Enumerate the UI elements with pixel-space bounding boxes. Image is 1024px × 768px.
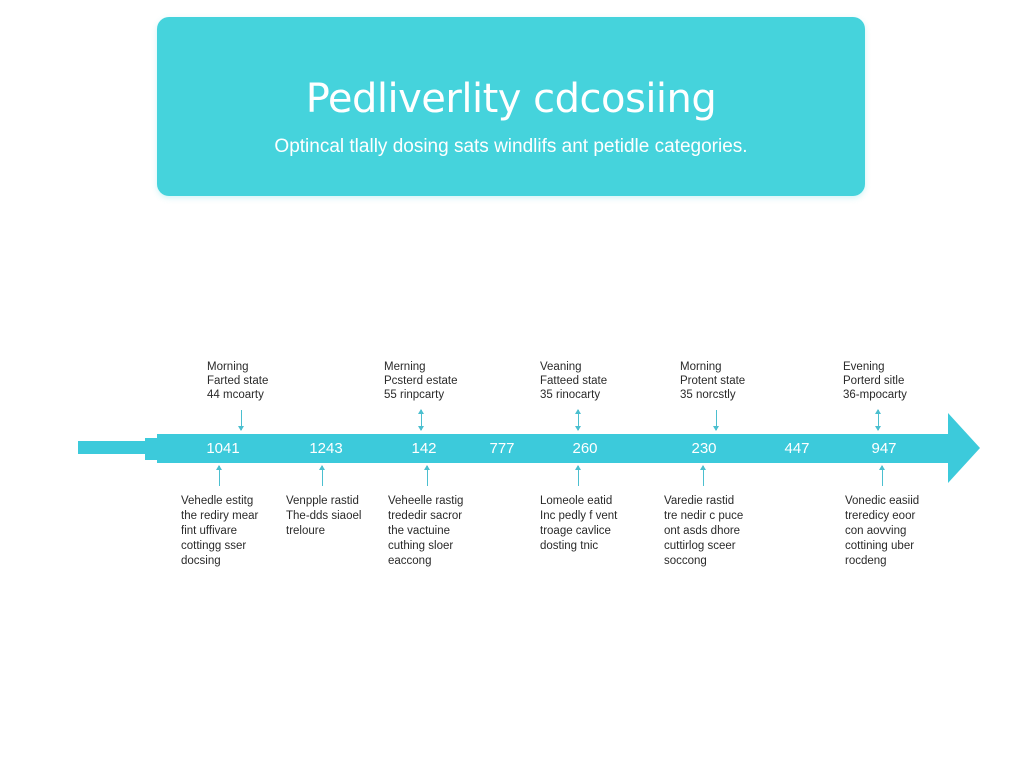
timeline-value: 777: [489, 440, 515, 457]
bottom-label-line: troage cavlice: [540, 525, 611, 537]
bottom-label-line: cottingg sser: [181, 540, 247, 552]
top-label-line: Protent state: [680, 375, 746, 387]
bottom-label-line: treloure: [286, 525, 325, 537]
top-label-line: Merning: [384, 361, 426, 373]
timeline-step: [145, 438, 159, 460]
bottom-label: Varedie rastid tre nedir c puce ont asds…: [664, 494, 743, 569]
top-label-line: 44 mcoarty: [207, 389, 264, 401]
arrow-up-icon: [700, 465, 706, 486]
top-label-line: Porterd sitle: [843, 375, 905, 387]
arrow-down-icon: [238, 410, 244, 431]
top-label: Veaning Fatteed state 35 rinocarty: [540, 360, 607, 402]
top-label-line: Morning: [207, 361, 249, 373]
timeline-value: 1041: [206, 440, 240, 457]
top-label-line: Fatteed state: [540, 375, 608, 387]
bottom-label-line: rocdeng: [845, 555, 887, 567]
bottom-label-line: Varedie rastid: [664, 495, 735, 507]
timeline-bar: [157, 434, 952, 463]
bottom-label: Vonedic easiid treredicy eoor con aovvin…: [845, 494, 919, 569]
bottom-label-line: trededir sacror: [388, 510, 463, 522]
bottom-label-line: Lomeole eatid: [540, 495, 613, 507]
timeline-value: 260: [572, 440, 598, 457]
arrow-down-icon: [713, 410, 719, 431]
bottom-label-line: Venpple rastid: [286, 495, 359, 507]
top-label: Merning Pcsterd estate 55 rinpcarty: [384, 360, 458, 402]
bottom-label-line: soccong: [664, 555, 707, 567]
bottom-label-line: ont asds dhore: [664, 525, 741, 537]
arrow-updown-icon: [418, 409, 424, 431]
top-label-line: Veaning: [540, 361, 582, 373]
bottom-label-line: the rediry mear: [181, 510, 259, 522]
bottom-label-line: dosting tnic: [540, 540, 599, 552]
arrow-up-icon: [879, 465, 885, 486]
bottom-label-line: the vactuine: [388, 525, 451, 537]
top-label-line: 35 norcstly: [680, 389, 736, 401]
bottom-label: Lomeole eatid Inc pedly f vent troage ca…: [540, 494, 617, 554]
bottom-label-line: Veheelle rastig: [388, 495, 464, 507]
timeline-value: 142: [411, 440, 437, 457]
arrow-up-icon: [575, 465, 581, 486]
bottom-label-line: Vehedle estitg: [181, 495, 254, 507]
top-label: Morning Farted state 44 mcoarty: [207, 360, 268, 402]
bottom-label-line: The-dds siaoel: [286, 510, 362, 522]
page-subtitle: Optincal tlally dosing sats windlifs ant…: [274, 136, 748, 157]
top-label-line: 35 rinocarty: [540, 389, 601, 401]
top-label-line: Morning: [680, 361, 722, 373]
bottom-label-line: treredicy eoor: [845, 510, 916, 522]
top-label: Evening Porterd sitle 36-mpocarty: [843, 360, 907, 402]
top-label: Morning Protent state 35 norcstly: [680, 360, 745, 402]
timeline-value: 947: [871, 440, 897, 457]
bottom-label-line: cuthing sloer: [388, 540, 454, 552]
arrow-up-icon: [424, 465, 430, 486]
top-label-line: 55 rinpcarty: [384, 389, 445, 401]
top-label-line: 36-mpocarty: [843, 389, 907, 401]
header-banner: Pedliverlity cdcosiing Optincal tlally d…: [157, 17, 865, 196]
bottom-label-line: tre nedir c puce: [664, 510, 744, 522]
bottom-label-line: cuttirlog sceer: [664, 540, 736, 552]
timeline-arrow-head-icon: [948, 413, 980, 483]
bottom-label: Veheelle rastig trededir sacror the vact…: [388, 494, 463, 569]
bottom-label-line: Inc pedly f vent: [540, 510, 618, 522]
top-label-line: Pcsterd estate: [384, 375, 458, 387]
arrow-updown-icon: [575, 409, 581, 431]
timeline-value: 230: [691, 440, 717, 457]
bottom-label-line: Vonedic easiid: [845, 495, 920, 507]
top-label-line: Farted state: [207, 375, 269, 387]
bottom-label: Vehedle estitg the rediry mear fint uffi…: [181, 494, 258, 569]
timeline-stem: [78, 441, 148, 454]
arrow-up-icon: [319, 465, 325, 486]
bottom-label-line: con aovving: [845, 525, 907, 537]
timeline-value: 447: [784, 440, 810, 457]
bottom-label-line: eaccong: [388, 555, 432, 567]
top-label-line: Evening: [843, 361, 885, 373]
bottom-label-line: cottining uber: [845, 540, 915, 552]
page-title: Pedliverlity cdcosiing: [305, 76, 717, 122]
bottom-label-line: docsing: [181, 555, 221, 567]
bottom-label-line: fint uffivare: [181, 525, 238, 537]
timeline-value: 1243: [309, 440, 343, 457]
arrow-updown-icon: [875, 409, 881, 431]
arrow-up-icon: [216, 465, 222, 486]
bottom-label: Venpple rastid The-dds siaoel treloure: [286, 494, 361, 539]
